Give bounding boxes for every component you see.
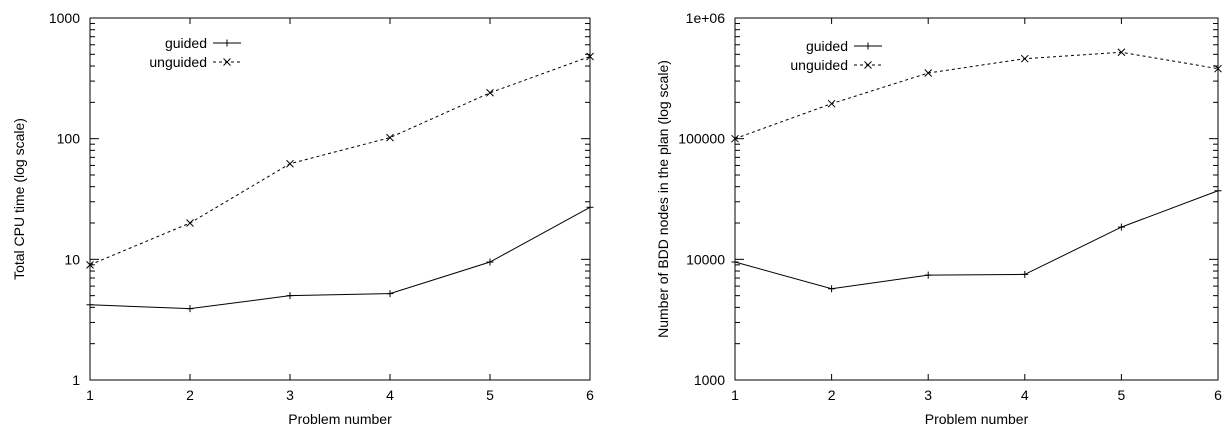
data-point-unguided [186,219,194,227]
y-tick-label: 1000 [49,10,80,26]
series-line-unguided [89,55,591,266]
data-point-unguided [486,88,494,97]
legend-marker-unguided [864,61,872,69]
x-tick-label: 1 [731,387,739,403]
x-tick-label: 3 [286,387,294,403]
x-tick-label: 3 [924,387,932,403]
y-tick-label: 1e+06 [686,10,726,26]
data-point-unguided [286,159,294,168]
x-tick-label: 4 [386,387,394,403]
y-tick-label: 10000 [686,251,725,267]
plot-frame [734,17,1219,381]
data-point-unguided [1214,64,1222,73]
x-tick-label: 1 [86,387,94,403]
x-tick-label: 6 [586,387,594,403]
x-tick-label: 4 [1021,387,1029,403]
bdd-nodes-chart: 1 2 3 4 5 6 1000 10000 100000 1e+06 Problem number… [655,10,1222,427]
legend-label: unguided [790,57,848,73]
y-tick-label: 10 [64,251,80,267]
y-tick-label: 100 [57,131,81,147]
series-line-unguided [734,51,1219,140]
data-point-unguided [827,99,836,108]
plot-frame [89,17,591,381]
x-tick-label: 2 [186,387,194,403]
series-line-guided [89,206,591,310]
series-line-guided [734,190,1219,290]
legend-label: guided [165,35,207,51]
data-point-unguided [1020,54,1029,63]
x-tick-label: 5 [486,387,494,403]
legend-marker-unguided [223,58,231,66]
y-tick-label: 1000 [694,372,725,388]
legend-label: unguided [149,54,207,70]
x-tick-label: 2 [828,387,836,403]
data-point-unguided [1117,48,1126,57]
x-axis-label: Problem number [288,411,392,427]
data-point-unguided [924,69,933,77]
data-point-unguided [86,261,94,269]
data-point-unguided [586,52,594,61]
y-axis-label: Total CPU time (log scale) [11,118,27,280]
x-tick-label: 5 [1118,387,1126,403]
x-axis-label: Problem number [925,411,1029,427]
data-point-unguided [386,133,394,142]
y-tick-label: 100000 [678,131,725,147]
cpu-time-chart: 1 2 3 4 5 6 1 10 100 1000 Problem number Total CPU … [11,10,594,427]
y-axis-label: Number of BDD nodes in the plan (log sca… [655,60,671,338]
x-tick-label: 6 [1214,387,1222,403]
data-point-unguided [731,134,739,143]
legend-label: guided [806,38,848,54]
y-tick-label: 1 [72,372,80,388]
